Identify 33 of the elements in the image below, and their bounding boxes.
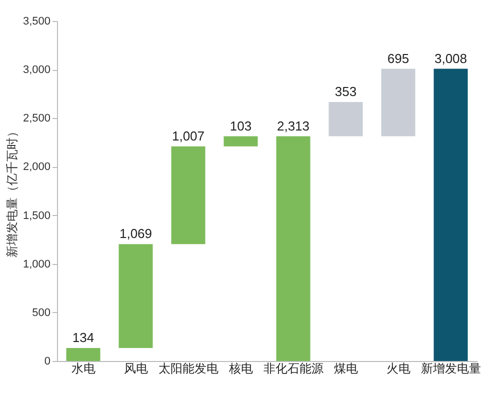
y-tick-label: 3,000 xyxy=(22,64,50,76)
x-tick-label: 新增发电量 xyxy=(420,362,481,376)
bar xyxy=(276,136,310,361)
x-tick-label: 火电 xyxy=(386,362,410,376)
data-label: 2,313 xyxy=(276,118,310,134)
bar xyxy=(328,102,363,136)
y-axis-title: 新增发电量（亿千瓦时） xyxy=(4,126,19,258)
x-tick-label: 煤电 xyxy=(334,362,358,376)
bar xyxy=(118,244,153,348)
y-tick-label: 1,500 xyxy=(22,210,50,222)
bar xyxy=(171,146,206,244)
data-label: 1,069 xyxy=(119,226,152,242)
x-tick-label: 水电 xyxy=(71,362,96,376)
bar xyxy=(381,68,416,136)
y-tick-label: 0 xyxy=(44,356,50,368)
x-tick-label: 核电 xyxy=(228,362,253,376)
y-tick-label: 1,000 xyxy=(22,258,50,270)
bar xyxy=(224,136,258,146)
data-label: 3,008 xyxy=(434,50,468,66)
data-label: 695 xyxy=(387,50,410,66)
x-tick-label: 风电 xyxy=(124,362,148,376)
bar xyxy=(434,68,468,361)
x-tick-label: 非化石能源 xyxy=(263,362,324,376)
x-tick-label: 太阳能发电 xyxy=(158,362,218,376)
y-tick-label: 2,000 xyxy=(22,161,50,174)
bar xyxy=(66,348,100,361)
y-tick-label: 2,500 xyxy=(22,112,50,125)
y-tick-label: 3,500 xyxy=(22,16,50,28)
data-label: 134 xyxy=(72,330,94,345)
data-label: 103 xyxy=(230,118,252,134)
y-tick-label: 500 xyxy=(32,306,50,319)
data-label: 353 xyxy=(334,84,357,100)
data-label: 1,007 xyxy=(172,128,205,144)
